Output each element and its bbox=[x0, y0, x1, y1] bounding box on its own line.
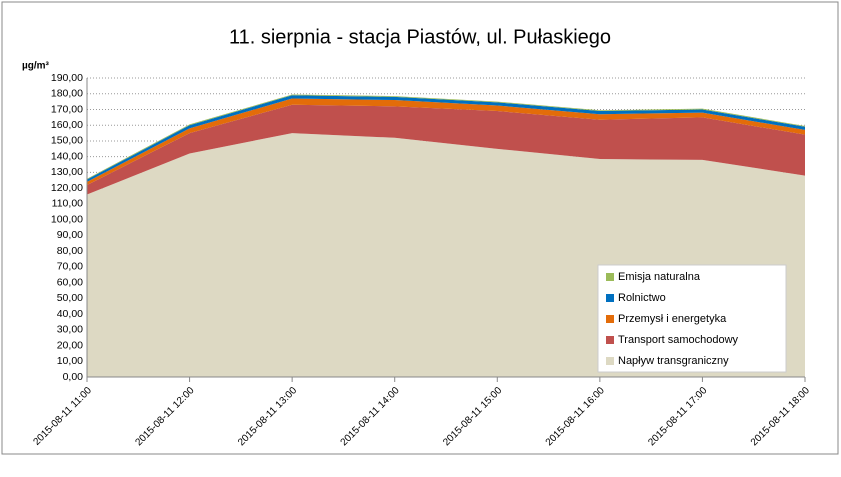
y-tick-label: 190,00 bbox=[51, 72, 83, 84]
y-tick-label: 110,00 bbox=[52, 198, 83, 210]
legend-label: Przemysł i energetyka bbox=[618, 313, 727, 325]
legend-label: Rolnictwo bbox=[618, 292, 666, 304]
legend-swatch bbox=[606, 357, 614, 365]
legend-box bbox=[597, 264, 787, 373]
y-tick-label: 180,00 bbox=[51, 88, 83, 100]
y-tick-label: 70,00 bbox=[57, 261, 83, 273]
y-tick-label: 90,00 bbox=[57, 229, 83, 241]
y-tick-label: 160,00 bbox=[51, 119, 83, 131]
y-tick-label: 100,00 bbox=[51, 213, 83, 225]
y-tick-label: 50,00 bbox=[57, 292, 83, 304]
legend-label: Napływ transgraniczny bbox=[618, 355, 729, 367]
legend-label: Emisja naturalna bbox=[618, 271, 701, 283]
y-tick-label: 60,00 bbox=[57, 276, 83, 288]
legend-swatch bbox=[606, 336, 614, 344]
area bbox=[87, 104, 805, 195]
y-tick-label: 80,00 bbox=[57, 245, 83, 257]
y-tick-label: 140,00 bbox=[51, 150, 83, 162]
y-tick-label: 150,00 bbox=[51, 135, 83, 147]
y-axis-label: µg/m³ bbox=[22, 61, 50, 72]
legend-swatch bbox=[606, 294, 614, 302]
legend-swatch bbox=[606, 315, 614, 323]
y-tick-label: 20,00 bbox=[57, 339, 83, 351]
y-tick-label: 120,00 bbox=[51, 182, 83, 194]
y-tick-label: 30,00 bbox=[57, 324, 83, 336]
y-tick-label: 40,00 bbox=[57, 308, 83, 320]
legend-swatch bbox=[606, 273, 614, 281]
chart-title: 11. sierpnia - stacja Piastów, ul. Pułas… bbox=[229, 26, 611, 48]
y-tick-label: 130,00 bbox=[51, 166, 83, 178]
y-tick-label: 170,00 bbox=[51, 103, 83, 115]
y-tick-label: 0,00 bbox=[63, 371, 84, 383]
y-tick-label: 10,00 bbox=[57, 355, 83, 367]
legend-label: Transport samochodowy bbox=[618, 334, 739, 346]
